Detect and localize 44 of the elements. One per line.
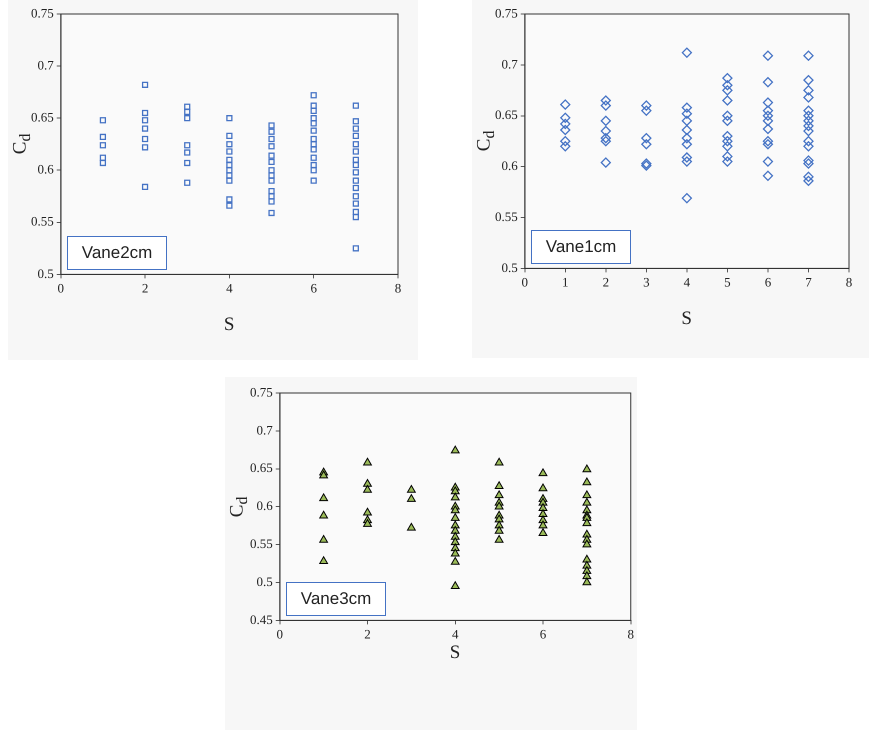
x-tick-label: 4 — [684, 274, 691, 290]
x-tick-label: 0 — [522, 274, 528, 290]
y-tick-label: 0.6 — [502, 158, 518, 174]
x-axis-title: S — [681, 308, 692, 330]
y-tick-label: 0.75 — [31, 5, 54, 20]
x-tick-label: 6 — [310, 280, 318, 296]
x-tick-label: 8 — [846, 274, 852, 290]
y-tick-label: 0.7 — [38, 58, 54, 72]
y-tick-label: 0.7 — [502, 56, 518, 72]
y-tick-label: 0.5 — [256, 574, 273, 589]
x-tick-label: 6 — [540, 626, 547, 642]
y-tick-label: 0.55 — [495, 208, 518, 224]
x-tick-label: 5 — [724, 274, 731, 290]
y-tick-label: 0.55 — [31, 214, 54, 229]
x-tick-label: 2 — [602, 274, 610, 290]
y-tick-label: 0.5 — [502, 260, 518, 275]
y-tick-label: 0.75 — [495, 5, 518, 20]
x-tick-label: 2 — [142, 280, 148, 296]
annotation: Vane1cm — [530, 230, 632, 264]
x-tick-label: 8 — [394, 280, 402, 296]
x-axis-title: S — [224, 314, 234, 336]
x-tick-label: 8 — [628, 626, 634, 642]
y-tick-label: 0.75 — [250, 384, 273, 400]
x-tick-label: 4 — [452, 626, 459, 642]
x-tick-label: 0 — [58, 280, 64, 296]
y-tick-label: 0.6 — [38, 162, 54, 177]
y-tick-label: 0.65 — [250, 460, 273, 476]
y-tick-label: 0.65 — [31, 110, 54, 125]
annotation: Vane3cm — [286, 582, 386, 616]
x-tick-label: 4 — [226, 280, 234, 296]
x-tick-label: 1 — [562, 274, 569, 290]
x-tick-label: 2 — [364, 626, 371, 642]
y-tick-label: 0.7 — [256, 422, 274, 438]
annotation: Vane2cm — [66, 236, 168, 270]
y-tick-label: 0.45 — [250, 612, 273, 627]
x-tick-label: 6 — [764, 274, 772, 290]
x-axis-title: S — [450, 642, 460, 664]
x-tick-label: 3 — [643, 274, 650, 290]
x-tick-label: 0 — [276, 626, 283, 642]
x-tick-label: 7 — [805, 274, 812, 290]
y-tick-label: 0.6 — [256, 498, 274, 514]
y-tick-label: 0.65 — [495, 107, 518, 122]
y-tick-label: 0.55 — [250, 536, 273, 552]
y-tick-label: 0.5 — [38, 266, 54, 281]
